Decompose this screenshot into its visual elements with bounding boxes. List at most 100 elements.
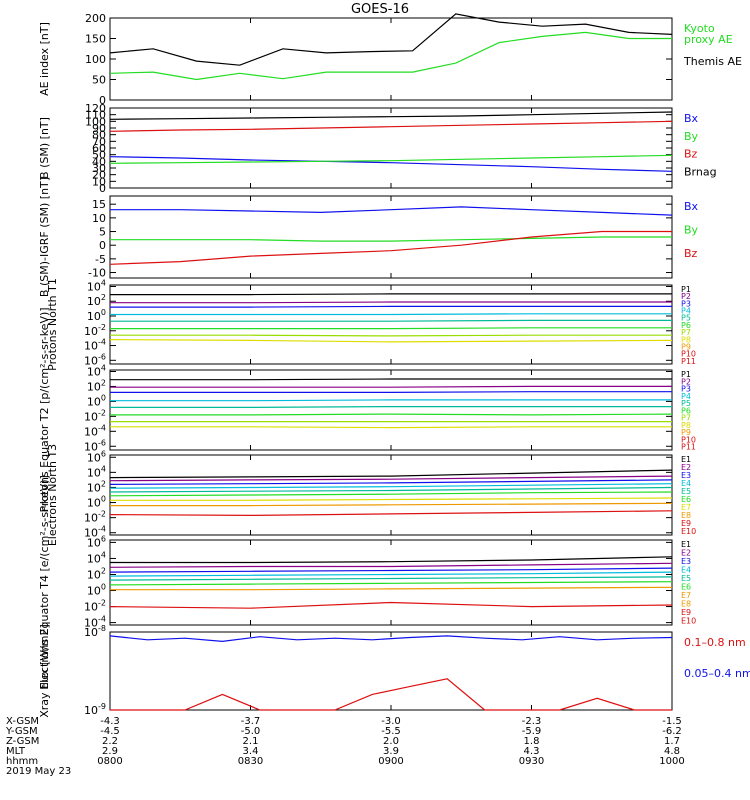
- legend-label-P7: P7: [681, 328, 691, 337]
- tick-exponent: 0: [101, 393, 106, 402]
- legend-label-E1: E1: [681, 455, 691, 464]
- tick-base: 10: [87, 585, 101, 598]
- tick-base: 10: [87, 466, 101, 479]
- series-line-E7: [110, 586, 673, 591]
- tick-exponent: 4: [101, 363, 106, 372]
- series-line-E2: [109, 475, 673, 482]
- series-line-P8: [109, 339, 673, 343]
- footer-value: -5.9: [522, 726, 542, 737]
- legend-label-By: By: [684, 130, 699, 143]
- y-tick-label: 50: [92, 74, 106, 87]
- y-tick-label: -10: [88, 267, 106, 280]
- legend-label-0.05-0.4 nm: 0.05–0.4 nm: [684, 667, 750, 680]
- y-tick-label: 100: [85, 115, 106, 128]
- tick-exponent: -2: [98, 408, 106, 417]
- series-line-By: [109, 154, 673, 164]
- tick-base: 10: [84, 354, 98, 367]
- legend-label-E7: E7: [681, 503, 691, 512]
- legend-label-E6: E6: [681, 495, 691, 504]
- tick-base: 10: [84, 425, 98, 438]
- legend-label-P3: P3: [681, 299, 691, 308]
- tick-exponent: -6: [98, 352, 106, 361]
- series-line-P4: [110, 313, 672, 316]
- y-tick-label: 15: [92, 198, 106, 211]
- y-tick-label: 150: [85, 33, 106, 46]
- y-tick-label: 10-9: [84, 702, 106, 717]
- legend-label-P4: P4: [681, 392, 691, 401]
- tick-exponent: -4: [98, 615, 106, 624]
- footer-value: -4.3: [100, 716, 120, 727]
- tick-exponent: 4: [101, 464, 106, 473]
- tick-base: 10: [84, 704, 98, 717]
- tick-base: 10: [84, 626, 98, 639]
- tick-base: 10: [87, 295, 101, 308]
- y-tick-label: 10: [92, 175, 106, 188]
- y-tick-label: 60: [92, 142, 106, 155]
- footer-date: 2019 May 23: [6, 766, 71, 777]
- footer-row-label: Z-GSM: [6, 736, 39, 747]
- tick-base: 10: [87, 280, 101, 293]
- footer-value: -1.5: [662, 716, 682, 727]
- legend-label-P5: P5: [681, 399, 691, 408]
- y-tick-label: 40: [92, 155, 106, 168]
- tick-exponent: -2: [98, 510, 106, 519]
- tick-exponent: 2: [101, 378, 106, 387]
- tick-base: 10: [87, 536, 101, 549]
- legend-label-P9: P9: [681, 428, 691, 437]
- tick-exponent: 6: [101, 534, 106, 543]
- legend-label-P4: P4: [681, 307, 691, 316]
- series-line-0.05-0.4 nm: [109, 635, 673, 643]
- y-tick-label: 10-4: [84, 423, 106, 438]
- tick-exponent: 2: [101, 566, 106, 575]
- y-tick-label: 100: [85, 53, 106, 66]
- legend-label-E10: E10: [681, 527, 696, 536]
- series-line-P5: [110, 319, 672, 322]
- legend-label-P10: P10: [681, 350, 696, 359]
- footer-value: -3.0: [381, 716, 401, 727]
- tick-exponent: -2: [98, 599, 106, 608]
- legend-label-E9: E9: [681, 519, 691, 528]
- legend-label-E4: E4: [681, 566, 691, 575]
- series-line-E9: [109, 510, 673, 517]
- footer-value: 2.1: [243, 736, 259, 747]
- series-line-P4: [110, 399, 672, 402]
- y-axis-label: Protons North T1: [46, 278, 59, 371]
- legend-label-E7: E7: [681, 591, 691, 600]
- series-line-E6: [109, 491, 673, 497]
- legend-label-P1: P1: [681, 370, 691, 379]
- y-tick-label: 106: [87, 534, 106, 549]
- y-tick-label: -5: [95, 253, 106, 266]
- series-line-E1: [109, 469, 673, 479]
- tick-base: 10: [84, 527, 98, 540]
- footer-value: -4.5: [100, 726, 120, 737]
- legend-label-E6: E6: [681, 583, 691, 592]
- tick-exponent: -4: [98, 338, 106, 347]
- legend-label-E3: E3: [681, 557, 691, 566]
- y-axis-label: B (SM) [nT]: [38, 117, 51, 179]
- panel-frame: [109, 631, 673, 711]
- y-tick-label: 10-2: [84, 599, 106, 614]
- series-line-Brnag: [109, 111, 673, 120]
- footer-ephemeris: X-GSM -4.3 -3.7 -3.0 -2.3 -1.5 Y-GSM -4.5 -5.0 -5…: [5, 716, 685, 777]
- legend-label-Brnag: Brnag: [684, 165, 717, 178]
- panel-frame: [109, 284, 673, 365]
- series-line-P3: [110, 391, 672, 393]
- y-tick-label: 200: [85, 12, 106, 25]
- tick-exponent: 2: [101, 479, 106, 488]
- series-line-P1: [110, 293, 672, 296]
- tick-exponent: -4: [98, 525, 106, 534]
- footer-row-label: Y-GSM: [5, 726, 38, 737]
- y-tick-label: 102: [87, 293, 106, 308]
- y-tick-label: 20: [92, 169, 106, 182]
- series-line-P2: [110, 385, 672, 388]
- legend-label-P10: P10: [681, 435, 696, 444]
- legend-label-E8: E8: [681, 511, 691, 520]
- panel-frame: [109, 17, 673, 101]
- legend-label-Bz: Bz: [684, 148, 698, 161]
- series-line-E1: [110, 556, 673, 564]
- legend-label-Kyoto proxy AE: proxy AE: [684, 33, 733, 46]
